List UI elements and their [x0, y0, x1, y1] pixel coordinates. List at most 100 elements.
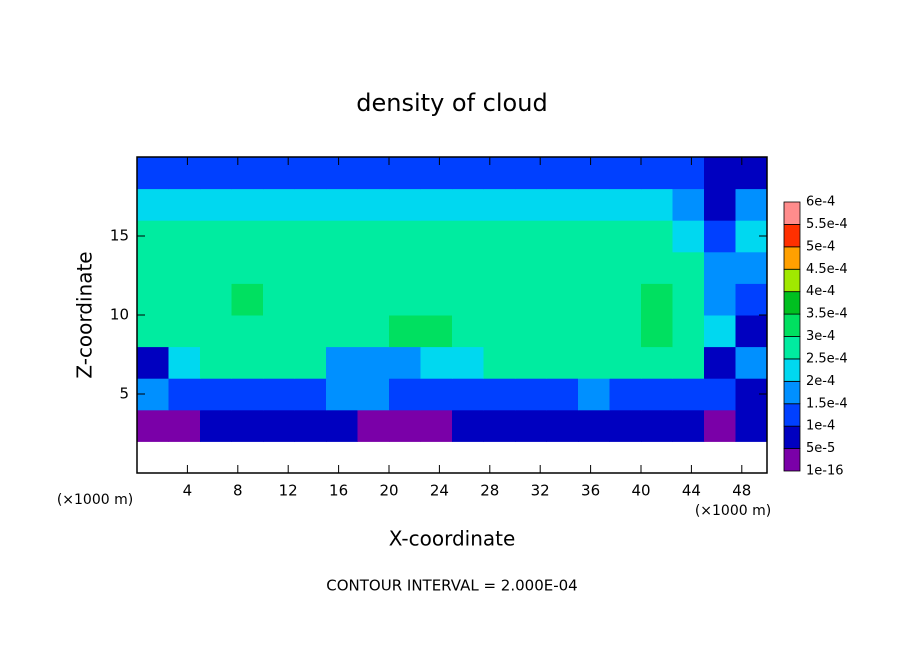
- x-tick-label: 48: [732, 482, 751, 500]
- field-cell: [641, 283, 673, 316]
- colorbar-swatch: [783, 358, 801, 382]
- x-tick-label: 44: [682, 482, 701, 500]
- field-cell: [546, 251, 579, 284]
- x-tick-label: 8: [233, 482, 243, 500]
- field-cell: [578, 315, 610, 348]
- field-cell: [515, 283, 547, 316]
- y-unit: (×1000 m): [57, 492, 133, 508]
- field-cell: [672, 409, 705, 442]
- colorbar-label: 4e-4: [806, 284, 835, 299]
- colorbar-label: 5.5e-4: [806, 217, 848, 232]
- field-cell: [168, 220, 201, 253]
- x-tick-label: 20: [379, 482, 398, 500]
- field-cell: [263, 378, 295, 411]
- colorbar-swatch: [783, 425, 801, 449]
- field-cell: [389, 283, 421, 316]
- x-tick-label: 36: [581, 482, 600, 500]
- field-cell: [546, 157, 579, 190]
- field-cell: [735, 157, 768, 190]
- field-cell: [137, 409, 169, 442]
- field-cell: [641, 346, 673, 379]
- field-cell: [578, 188, 610, 221]
- colorbar-swatch: [783, 201, 801, 225]
- field-cell: [294, 346, 327, 379]
- field-cell: [200, 409, 232, 442]
- field-cell: [515, 220, 547, 253]
- colorbar-label: 2e-4: [806, 374, 835, 389]
- field-cell: [609, 283, 642, 316]
- field-cell: [515, 346, 547, 379]
- colorbar-label: 1.5e-4: [806, 396, 848, 411]
- field-cell: [704, 188, 736, 221]
- field-cell: [231, 315, 264, 348]
- field-cell: [137, 157, 169, 190]
- field-cell: [483, 346, 516, 379]
- field-cell: [704, 315, 736, 348]
- field-cell: [515, 157, 547, 190]
- field-cell: [704, 220, 736, 253]
- colorbar-label: 5e-5: [806, 441, 835, 456]
- field-cell: [231, 251, 264, 284]
- field: [137, 157, 768, 442]
- field-cell: [420, 409, 453, 442]
- field-cell: [704, 346, 736, 379]
- field-cell: [389, 220, 421, 253]
- field-cell: [641, 409, 673, 442]
- field-cell: [357, 157, 390, 190]
- field-cell: [546, 315, 579, 348]
- field-cell: [452, 409, 484, 442]
- field-cell: [326, 409, 358, 442]
- colorbar-label: 4.5e-4: [806, 262, 848, 277]
- field-cell: [735, 188, 768, 221]
- field-cell: [168, 378, 201, 411]
- field-cell: [137, 283, 169, 316]
- field-cell: [389, 346, 421, 379]
- chart-title: density of cloud: [356, 89, 547, 117]
- field-cell: [326, 188, 358, 221]
- field-cell: [452, 283, 484, 316]
- field-cell: [641, 251, 673, 284]
- field-cell: [263, 283, 295, 316]
- field-cell: [200, 157, 232, 190]
- colorbar-swatch: [783, 246, 801, 270]
- field-cell: [483, 220, 516, 253]
- field-cell: [609, 188, 642, 221]
- field-cell: [578, 251, 610, 284]
- field-cell: [420, 157, 453, 190]
- field-cell: [609, 346, 642, 379]
- x-tick-label: 12: [279, 482, 298, 500]
- field-cell: [294, 188, 327, 221]
- field-cell: [704, 283, 736, 316]
- field-cell: [168, 188, 201, 221]
- field-cell: [357, 378, 390, 411]
- field-cell: [735, 283, 768, 316]
- field-cell: [641, 157, 673, 190]
- field-cell: [420, 315, 453, 348]
- field-cell: [357, 220, 390, 253]
- field-cell: [452, 315, 484, 348]
- field-cell: [515, 409, 547, 442]
- field-cell: [263, 251, 295, 284]
- field-cell: [672, 283, 705, 316]
- field-cell: [578, 378, 610, 411]
- field-cell: [609, 220, 642, 253]
- field-cell: [326, 346, 358, 379]
- field-cell: [641, 188, 673, 221]
- field-cell: [672, 157, 705, 190]
- field-cell: [200, 315, 232, 348]
- x-tick-label: 28: [480, 482, 499, 500]
- field-cell: [515, 188, 547, 221]
- field-cell: [704, 378, 736, 411]
- field-cell: [578, 220, 610, 253]
- field-cell: [483, 188, 516, 221]
- field-cell: [609, 315, 642, 348]
- x-axis-label: X-coordinate: [389, 527, 516, 551]
- field-cell: [704, 251, 736, 284]
- field-cell: [137, 346, 169, 379]
- field-cell: [452, 220, 484, 253]
- colorbar-label: 2.5e-4: [806, 351, 848, 366]
- field-cell: [231, 220, 264, 253]
- field-cell: [263, 157, 295, 190]
- field-cell: [231, 346, 264, 379]
